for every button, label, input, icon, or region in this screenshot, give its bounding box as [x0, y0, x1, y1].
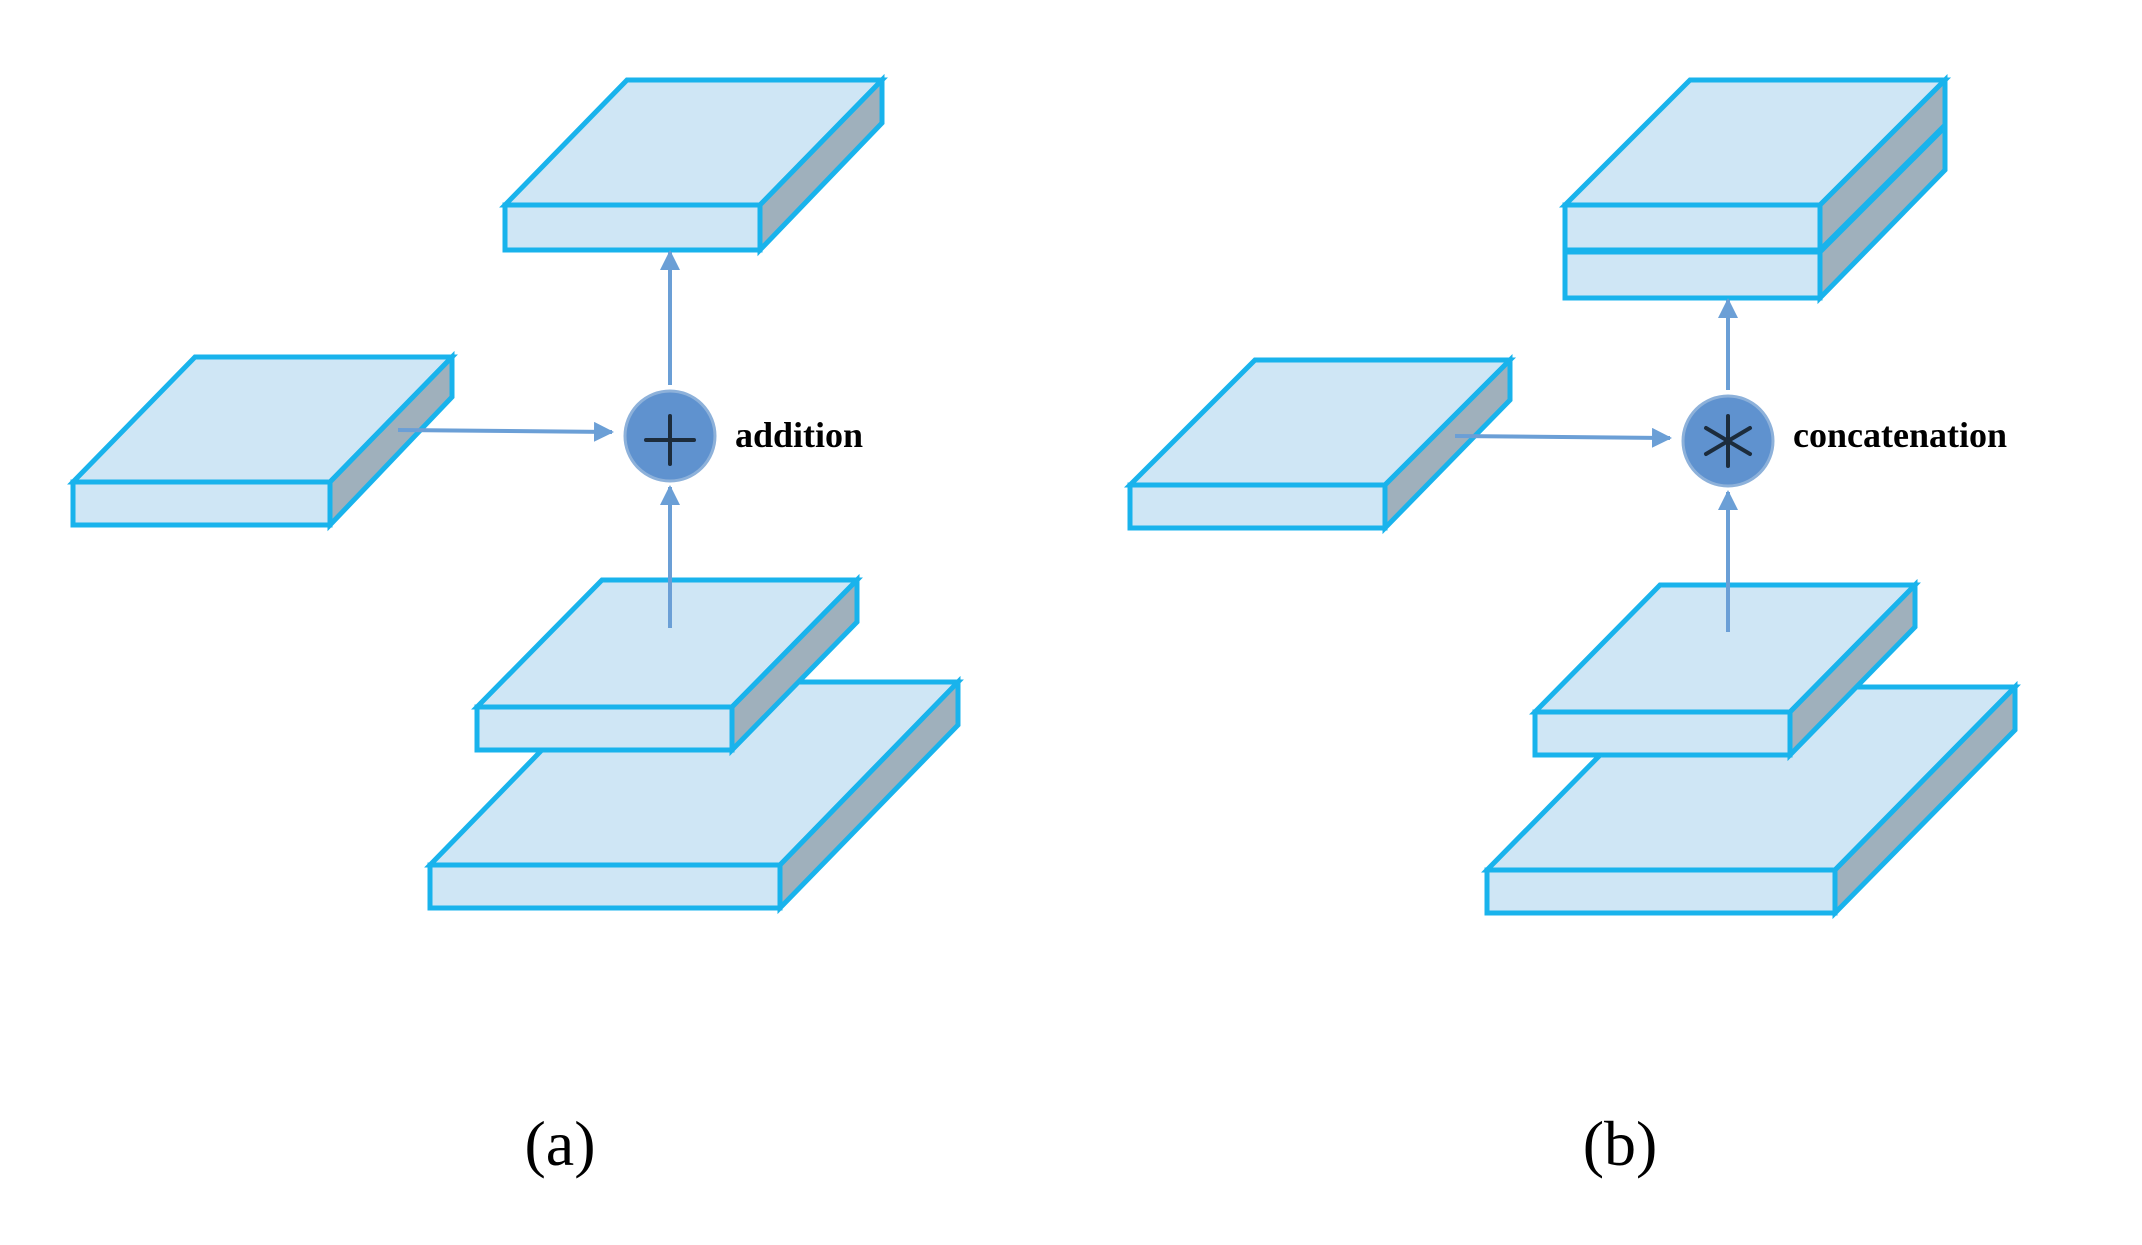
- plus-icon: [644, 414, 696, 466]
- addition-label: addition: [735, 415, 863, 455]
- caption-a: (a): [524, 1108, 595, 1179]
- concatenated-output-slabs: [1558, 73, 1952, 305]
- lateral-feature-map-slab: [67, 350, 458, 532]
- lateral-feature-map-slab-b: [1123, 353, 1517, 535]
- panel-a: addition (a): [67, 73, 964, 1179]
- output-feature-map-slab: [499, 73, 888, 257]
- concat-output-lower-slab: [1562, 120, 1948, 305]
- caption-b: (b): [1583, 1108, 1658, 1179]
- asterisk-icon: [1704, 414, 1752, 468]
- arrow-lateral-to-node-b: [1454, 427, 1672, 448]
- concat-output-upper-slab: [1558, 73, 1952, 257]
- addition-node: [623, 389, 717, 483]
- concatenation-label: concatenation: [1793, 415, 2007, 455]
- concatenation-node: [1681, 394, 1775, 488]
- panel-b: concatenation (b): [1123, 73, 2021, 1179]
- upsampled-feature-map-slab-b: [1529, 578, 1921, 762]
- arrow-lateral-to-node: [397, 421, 614, 442]
- upsampled-feature-map-slab: [471, 573, 863, 757]
- lower-large-feature-map-slab-b: [1481, 680, 2021, 920]
